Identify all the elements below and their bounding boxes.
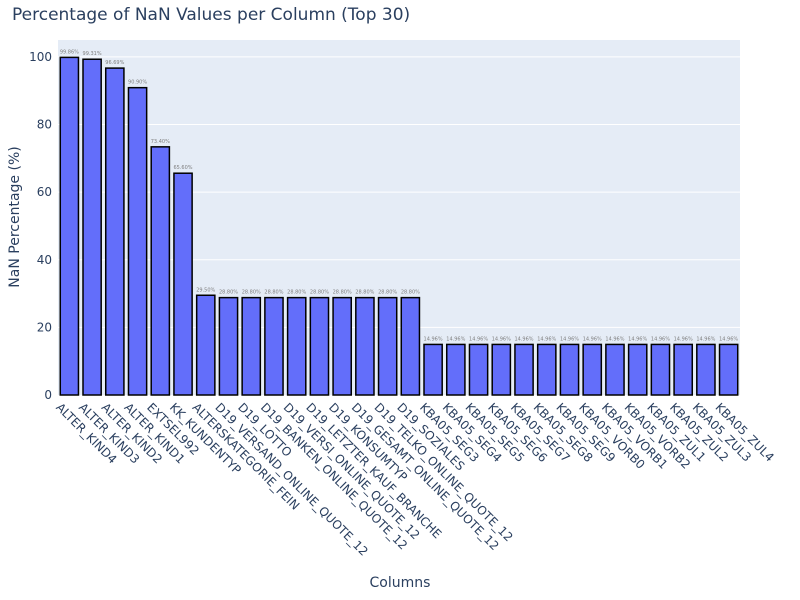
bar-data-label: 14.96% <box>628 336 647 342</box>
bar-data-label: 90.90% <box>128 80 147 86</box>
bar-data-label: 14.96% <box>537 336 556 342</box>
bar <box>218 296 239 396</box>
y-axis-ticks: 0 20 40 60 80 100 <box>29 50 52 402</box>
y-tick-label: 80 <box>37 118 52 132</box>
bar <box>650 343 671 396</box>
bar-data-label: 14.96% <box>696 336 715 342</box>
bar-data-label: 28.80% <box>310 290 329 296</box>
bar <box>104 67 125 396</box>
bar-data-label: 14.96% <box>583 336 602 342</box>
bar-data-label: 14.96% <box>605 336 624 342</box>
y-tick-label: 100 <box>29 50 52 64</box>
bar-data-label: 96.69% <box>105 60 124 66</box>
y-tick-label: 20 <box>37 320 52 334</box>
bar <box>150 146 171 396</box>
bar <box>377 296 398 396</box>
bar <box>696 343 716 396</box>
bar-data-label: 14.96% <box>424 336 443 342</box>
bar <box>536 343 557 396</box>
bar-data-labels: 99.86% 99.31%96.69% 90.90% 73.40% 65.60% 29.5… <box>60 49 739 342</box>
x-axis-title: Columns <box>370 575 431 591</box>
bar <box>127 86 148 396</box>
bar <box>718 343 739 396</box>
bar <box>309 296 330 396</box>
bar-data-label: 28.80% <box>355 290 374 296</box>
bar <box>423 343 443 396</box>
bar <box>400 296 421 396</box>
bar-data-label: 99.31% <box>83 51 102 57</box>
bar <box>195 294 216 396</box>
bar-data-label: 28.80% <box>242 290 261 296</box>
bar <box>582 343 603 396</box>
y-tick-label: 60 <box>37 185 52 199</box>
gridlines <box>58 56 740 328</box>
bar-data-label: 99.86% <box>60 49 79 55</box>
x-axis-ticks: ALTER_KIND4ALTER_KIND3ALTER_KIND2ALTER_K… <box>53 400 777 558</box>
bar <box>59 56 80 396</box>
y-tick-label: 0 <box>44 388 52 402</box>
bar <box>173 172 193 396</box>
bar <box>286 296 307 396</box>
bar <box>559 343 580 396</box>
bar <box>241 296 262 396</box>
bars <box>59 56 739 396</box>
bar-data-label: 28.80% <box>264 290 283 296</box>
bar-data-label: 65.60% <box>173 165 192 171</box>
bar-data-label: 14.96% <box>446 336 465 342</box>
bar-data-label: 14.96% <box>560 336 579 342</box>
bar <box>332 296 353 396</box>
bar <box>355 296 375 396</box>
bar <box>605 343 625 396</box>
chart-title: Percentage of NaN Values per Column (Top… <box>12 5 410 25</box>
bar <box>82 58 102 396</box>
plot-area <box>58 40 740 395</box>
bar-data-label: 28.80% <box>287 290 306 296</box>
bar <box>468 343 489 396</box>
bar-data-label: 29.50% <box>196 287 215 293</box>
bar <box>627 343 648 396</box>
bar-data-label: 14.96% <box>469 336 488 342</box>
bar-data-label: 28.80% <box>378 290 397 296</box>
bar <box>264 296 284 396</box>
bar-data-label: 14.96% <box>492 336 511 342</box>
bar <box>514 343 534 396</box>
y-tick-label: 40 <box>37 253 52 267</box>
bar <box>445 343 466 396</box>
bar-data-label: 28.80% <box>333 290 352 296</box>
bar-data-label: 28.80% <box>219 290 238 296</box>
bar-data-label: 14.96% <box>674 336 693 342</box>
bar <box>673 343 694 396</box>
bar-data-label: 14.96% <box>651 336 670 342</box>
y-axis-title: NaN Percentage (%) <box>7 146 23 287</box>
bar-data-label: 28.80% <box>401 290 420 296</box>
bar-data-label: 14.96% <box>719 336 738 342</box>
bar <box>491 343 512 396</box>
bar-data-label: 73.40% <box>151 139 170 145</box>
bar-data-label: 14.96% <box>514 336 533 342</box>
